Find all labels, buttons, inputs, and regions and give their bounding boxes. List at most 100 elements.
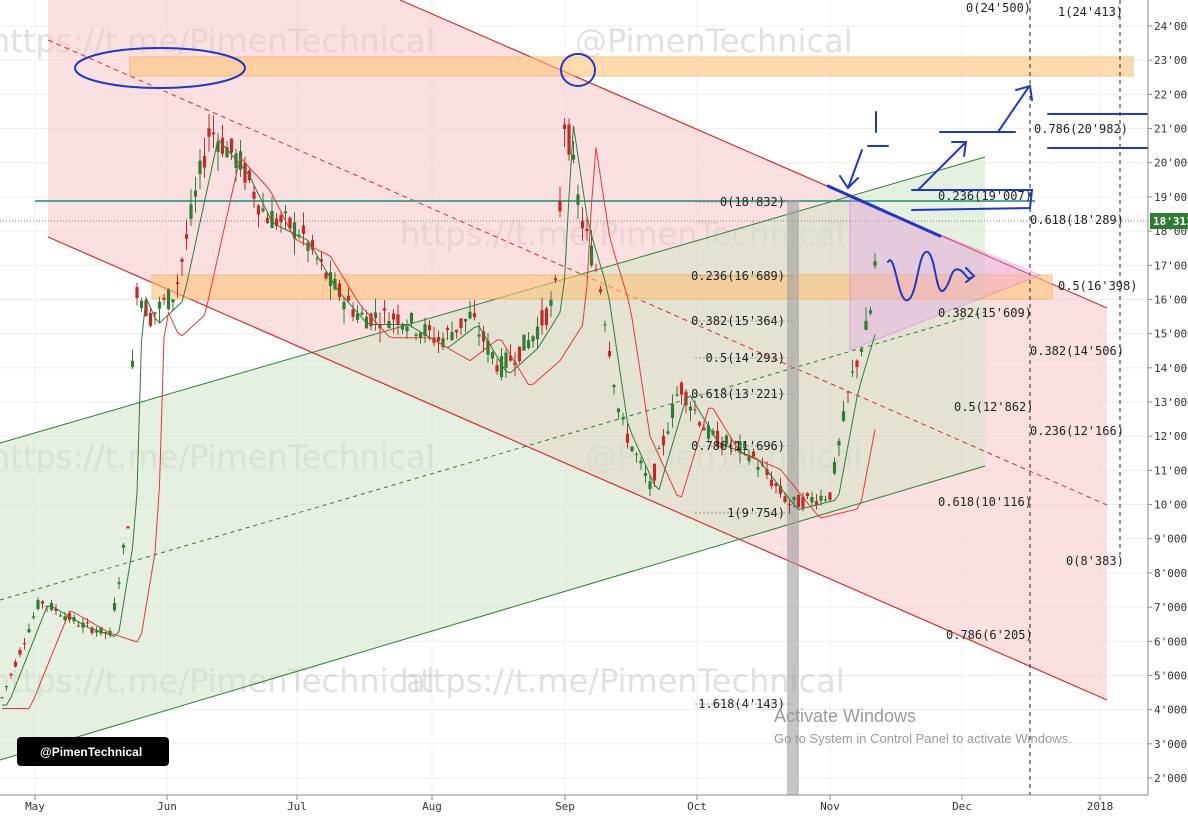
- fib-right-label: 0.236(19'007): [938, 189, 1032, 203]
- candle-body: [796, 495, 801, 508]
- y-tick-label: 3'000: [1154, 738, 1187, 751]
- candle-body: [864, 320, 868, 330]
- y-tick-label: 22'000: [1154, 88, 1188, 101]
- candle-body: [589, 245, 594, 266]
- candle-body: [819, 495, 823, 501]
- fib-right-label: 0.5(12'862): [954, 400, 1033, 414]
- candle-body: [193, 190, 198, 197]
- candle-body: [252, 191, 256, 199]
- candle-body: [423, 324, 427, 336]
- candle-body: [54, 608, 58, 611]
- candle-body: [576, 194, 580, 205]
- candle-body: [553, 278, 558, 281]
- y-tick-label: 15'000: [1154, 328, 1188, 341]
- candle-body: [85, 622, 90, 624]
- candle-body: [184, 234, 189, 239]
- candle-body: [526, 340, 531, 349]
- y-tick-label: 20'000: [1154, 157, 1188, 170]
- candle-body: [274, 218, 279, 226]
- candle-body: [648, 481, 652, 490]
- candle-body: [603, 324, 607, 326]
- annotation-arrow-up-1: [917, 141, 968, 191]
- candle-body: [0, 697, 4, 699]
- candle-body: [40, 601, 45, 604]
- candle-body: [679, 382, 684, 395]
- candle-body: [504, 352, 508, 369]
- candle-body: [391, 313, 396, 320]
- fib-right-label: 0.382(15'609): [938, 306, 1032, 320]
- fib-left-label: 1(9'754): [727, 506, 785, 520]
- fib-right-label: 0(24'500): [966, 1, 1031, 15]
- y-tick-label: 12'000: [1154, 430, 1188, 443]
- candle-body: [454, 329, 459, 333]
- candle-body: [261, 208, 265, 212]
- candle-body: [9, 673, 13, 676]
- candle-body: [175, 282, 180, 285]
- candle-body: [580, 220, 585, 229]
- candle-body: [270, 210, 274, 228]
- candle-body: [805, 493, 810, 497]
- candle-body: [382, 308, 387, 311]
- fib-left-levels: 0(18'832) 0.236(16'689) 0.382(15'364) 0.5(1…: [691, 195, 795, 711]
- candle-body: [441, 338, 445, 348]
- candle-body: [418, 332, 423, 338]
- y-tick-label: 4'000: [1154, 704, 1187, 717]
- candle-body: [139, 300, 144, 308]
- candle-body: [256, 205, 261, 215]
- y-tick-label: 6'000: [1154, 635, 1187, 648]
- fib-right-label: 1(24'413): [1058, 5, 1123, 19]
- candle-body: [76, 625, 81, 627]
- fib-right-label: 0.5(16'398): [1058, 279, 1137, 293]
- candle-body: [508, 355, 513, 361]
- candle-body: [148, 313, 153, 326]
- candle-body: [198, 160, 202, 175]
- x-tick-label: Oct: [687, 800, 707, 813]
- annotation-number-one: [867, 111, 889, 147]
- candle-body: [598, 289, 603, 293]
- fib-right-label: 0.618(10'116): [938, 495, 1032, 509]
- resistance-zone-top: [129, 56, 1134, 77]
- candle-body: [612, 385, 616, 388]
- candle-body: [310, 240, 315, 250]
- candle-body: [157, 301, 162, 309]
- candle-body: [162, 297, 166, 300]
- candle-body: [495, 365, 499, 372]
- up-channel-mid: [0, 311, 986, 601]
- candle-body: [436, 336, 441, 342]
- candle-body: [630, 446, 634, 451]
- candle-body: [801, 496, 805, 509]
- x-axis-ticks: May Jun Jul Aug Sep Oct Nov Dec 2018: [25, 795, 1113, 813]
- candle-body: [616, 408, 621, 413]
- candle-body: [472, 313, 477, 318]
- down-channel-lower: [47, 236, 1108, 701]
- candle-body: [414, 334, 418, 336]
- candle-body: [220, 137, 225, 154]
- candle-body: [130, 360, 135, 368]
- candle-body: [535, 326, 540, 340]
- y-axis-panel: [1148, 0, 1188, 819]
- fib-right-label: 0(8'383): [1066, 554, 1124, 568]
- candle-body: [229, 138, 234, 153]
- candle-body: [31, 616, 36, 618]
- candle-body: [652, 464, 657, 481]
- y-axis-ticks: 24'00023'00022'00021'00020'00019'00018'0…: [1148, 20, 1188, 785]
- x-tick-label: May: [25, 800, 45, 813]
- candle-body: [337, 283, 342, 298]
- candle-body: [373, 312, 378, 319]
- candle-body: [841, 411, 846, 421]
- candle-body: [283, 211, 288, 214]
- candle-body: [463, 318, 468, 322]
- candle-body: [112, 603, 117, 611]
- candle-body: [697, 422, 702, 426]
- candle-body: [459, 318, 463, 328]
- candle-body: [567, 124, 571, 155]
- candle-body: [634, 453, 639, 455]
- candle-body: [153, 312, 157, 314]
- candle-body: [594, 269, 598, 271]
- y-tick-label: 7'000: [1154, 601, 1187, 614]
- candle-body: [180, 259, 184, 262]
- candle-body: [13, 661, 18, 667]
- candle-body: [724, 435, 729, 445]
- candle-body: [279, 215, 283, 223]
